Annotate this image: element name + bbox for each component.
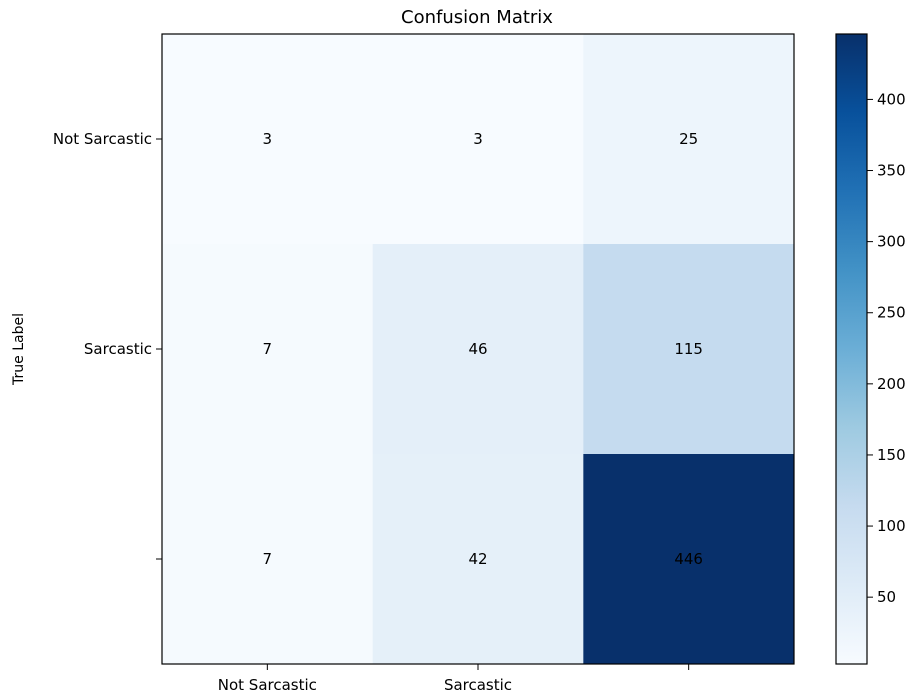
heatmap-cell-r0-c2 <box>583 34 795 245</box>
y-axis-ticks: Not Sarcastic Sarcastic <box>53 130 162 560</box>
chart-title: Confusion Matrix <box>401 7 553 28</box>
heatmap-cell-r1-c1 <box>372 244 584 455</box>
cell-value-r0-c1: 3 <box>473 130 483 148</box>
cell-value-r1-c1: 46 <box>468 340 487 358</box>
colorbar-ticks: 50 100 150 200 250 300 350 400 <box>867 90 906 606</box>
colorbar-tick-label: 100 <box>877 517 906 535</box>
heatmap-cell-r2-c1 <box>372 454 584 665</box>
cell-value-r1-c2: 115 <box>674 340 703 358</box>
y-tick-label: Sarcastic <box>84 340 152 358</box>
heatmap-cells <box>162 34 795 665</box>
colorbar <box>835 33 868 665</box>
heatmap-cell-r1-c0 <box>162 244 374 455</box>
heatmap-cell-r1-c2 <box>583 244 795 455</box>
cell-value-r2-c2: 446 <box>674 550 703 568</box>
colorbar-tick-label: 400 <box>877 90 906 108</box>
colorbar-tick-label: 300 <box>877 233 906 251</box>
cell-value-r0-c0: 3 <box>263 130 273 148</box>
colorbar-tick-label: 250 <box>877 304 906 322</box>
cell-value-r2-c0: 7 <box>263 550 273 568</box>
heatmap-cell-r0-c0 <box>162 34 374 245</box>
heatmap-cell-r0-c1 <box>372 34 584 245</box>
cell-value-r1-c0: 7 <box>263 340 273 358</box>
y-tick-label: Not Sarcastic <box>53 130 152 148</box>
colorbar-tick-label: 150 <box>877 446 906 464</box>
cell-value-r0-c2: 25 <box>679 130 698 148</box>
colorbar-tick-label: 200 <box>877 375 906 393</box>
cell-value-r2-c1: 42 <box>468 550 487 568</box>
colorbar-tick-label: 350 <box>877 162 906 180</box>
x-tick-label: Sarcastic <box>444 676 512 692</box>
heatmap-cell-r2-c2 <box>583 454 795 665</box>
y-axis-label: True Label <box>11 313 27 386</box>
x-tick-label: Not Sarcastic <box>218 676 317 692</box>
cell-value-labels: 3 3 25 7 46 115 7 42 446 <box>263 130 703 568</box>
colorbar-tick-label: 50 <box>877 588 896 606</box>
heatmap-cell-r2-c0 <box>162 454 374 665</box>
x-axis-ticks: Not Sarcastic Sarcastic <box>218 664 690 692</box>
